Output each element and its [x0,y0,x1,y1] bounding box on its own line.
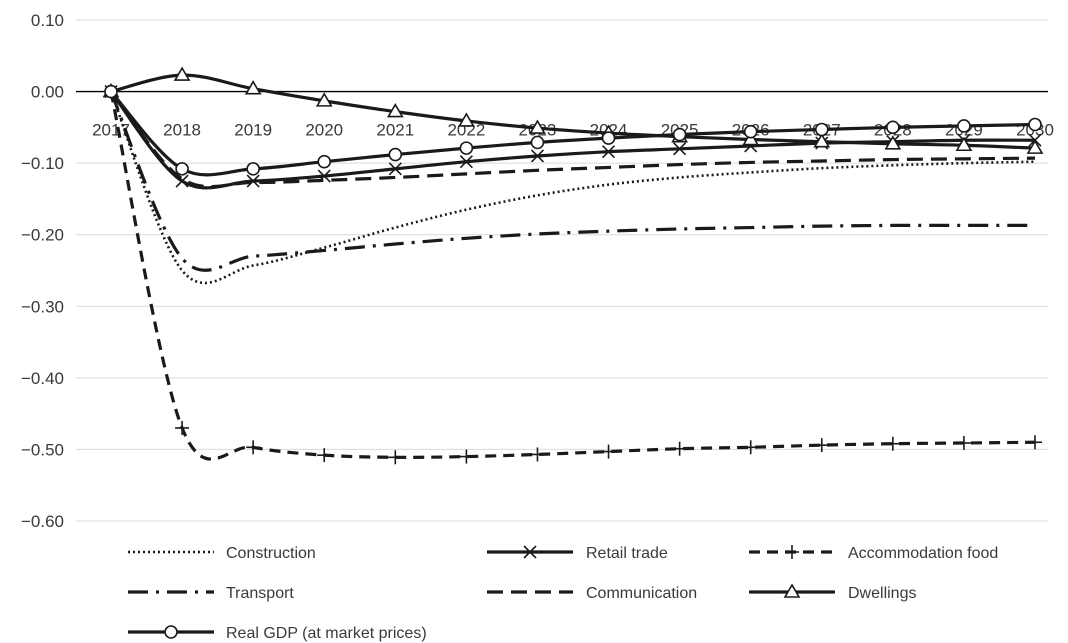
legend-entry: Communication [487,585,697,602]
data-point-circle-marker [530,135,545,150]
data-point-triangle-marker [884,135,902,150]
y-tick-label: −0.60 [21,512,64,531]
legend-label: Dwellings [848,585,916,602]
data-point-plus-marker [885,436,900,451]
series-line [109,91,1036,285]
legend-entry: Dwellings [749,583,916,602]
y-tick-label: −0.20 [21,226,64,245]
data-point-circle-marker [1028,117,1042,132]
series-real-gdp-at-market-prices [104,84,1042,177]
x-tick-label: 2022 [447,121,485,140]
series-communication [109,90,1036,189]
data-point-x-marker [601,145,616,159]
y-tick-label: 0.00 [31,83,64,102]
series-transport [109,90,1035,272]
legend-entry: Real GDP (at market prices) [128,625,427,642]
legend-entry: Construction [128,545,316,562]
legend-label: Construction [226,545,316,562]
series-line [109,90,1036,189]
data-point-triangle-marker [955,136,973,152]
legend-label: Transport [226,585,294,602]
series-line [109,90,1035,272]
legend: Construction Retail trade Accommodation fo… [128,545,998,642]
data-point-x-marker [459,155,473,169]
y-tick-label: −0.50 [21,440,64,459]
legend-entry: Retail trade [487,545,668,562]
data-point-plus-marker [672,441,687,456]
x-tick-label: 2020 [305,121,343,140]
y-tick-label: −0.40 [21,369,64,388]
data-point-circle-marker [886,120,900,135]
y-tick-label: −0.10 [21,154,64,173]
data-point-plus-marker [785,545,799,559]
plot-series [102,66,1044,465]
data-point-plus-marker [601,444,616,459]
data-point-triangle-marker [529,119,546,134]
data-point-triangle-marker [244,80,262,95]
data-point-plus-marker [814,438,829,453]
data-point-circle-marker [317,154,332,169]
data-point-triangle-marker [742,130,760,146]
data-point-circle-marker [672,127,687,142]
data-point-circle-marker [814,122,829,137]
data-point-triangle-marker [173,66,191,81]
data-point-plus-marker [1028,435,1042,450]
legend-label: Retail trade [586,545,668,562]
data-point-x-marker [530,149,545,163]
legend-entry: Transport [128,585,294,602]
data-point-circle-marker [601,131,616,145]
legend-entry: Accommodation food [749,545,998,562]
data-point-circle-marker [104,84,118,99]
data-point-triangle-marker [783,583,801,598]
y-tick-label: 0.10 [31,11,64,30]
series-line [110,73,1036,150]
data-point-plus-marker [317,448,332,463]
data-point-circle-marker [175,162,189,176]
data-point-triangle-marker [457,112,475,127]
legend-label: Communication [586,585,697,602]
data-point-x-marker [246,174,260,188]
series-accommodation-food [104,84,1042,465]
data-point-x-marker [388,162,402,176]
x-tick-label: 2019 [234,121,272,140]
data-point-circle-marker [459,141,474,155]
legend-label: Real GDP (at market prices) [226,625,427,642]
data-point-triangle-marker [315,92,333,107]
data-point-plus-marker [956,435,971,450]
data-point-plus-marker [175,420,190,435]
data-point-circle-marker [246,162,260,176]
data-point-circle-marker [957,119,971,133]
data-point-x-marker [673,142,687,156]
series-retail-trade [104,85,1042,190]
x-tick-label: 2018 [163,121,201,140]
series-construction [109,91,1036,285]
series-dwellings [102,66,1044,154]
data-point-x-marker [523,545,537,559]
data-point-circle-marker [388,147,403,162]
data-point-plus-marker [530,447,545,462]
data-point-triangle-marker [813,133,831,148]
data-point-circle-marker [743,124,758,139]
legend-label: Accommodation food [848,545,998,562]
y-tick-label: −0.30 [21,297,64,316]
data-point-plus-marker [388,450,403,465]
x-tick-label: 2021 [376,121,414,140]
data-point-circle-marker [164,625,178,639]
series-line [109,91,1036,461]
data-point-plus-marker [246,440,261,455]
data-point-triangle-marker [386,103,404,118]
data-point-plus-marker [743,440,758,455]
gridlines [76,19,1048,522]
data-point-triangle-marker [1026,139,1044,154]
data-point-plus-marker [459,449,474,464]
y-axis-tick-labels: 0.10 0.00 −0.10 −0.20 −0.30 −0.40 −0.50 −0.60 [21,11,64,531]
